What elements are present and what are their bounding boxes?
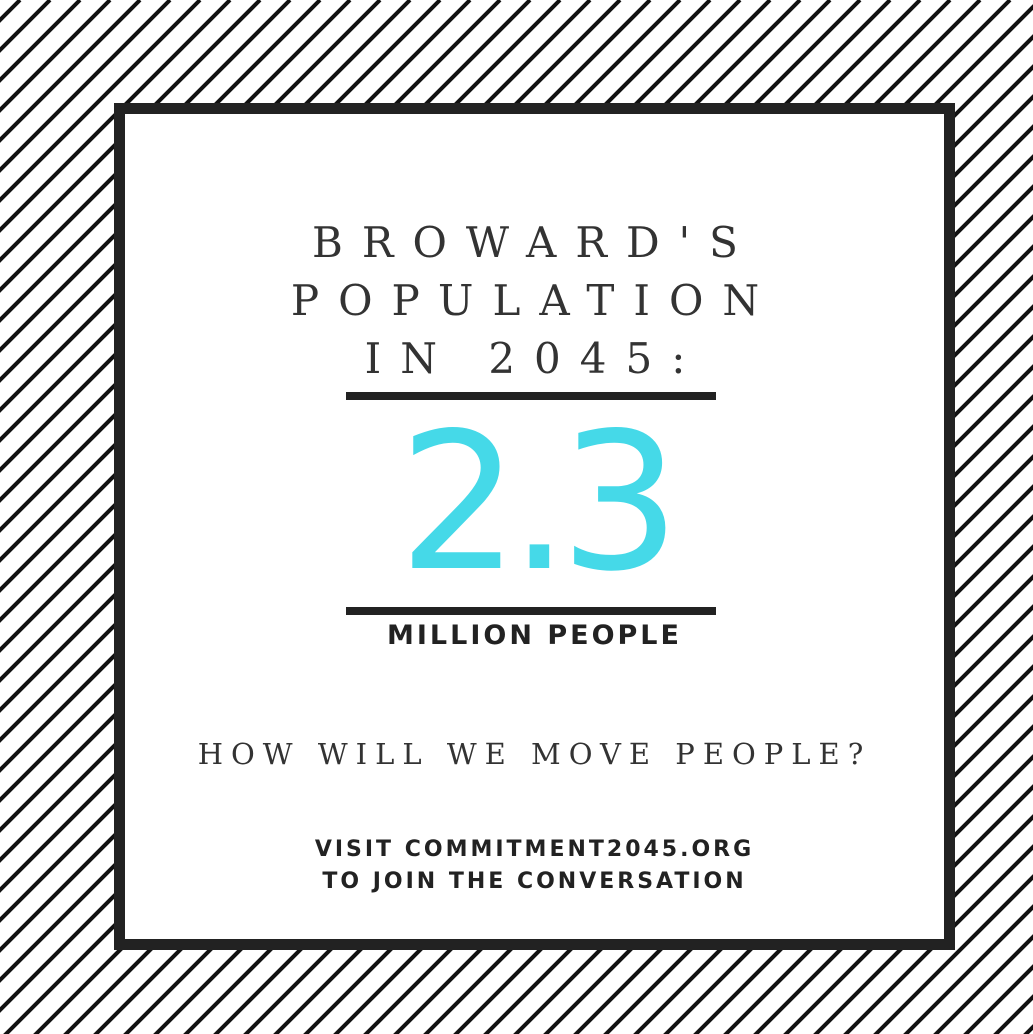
top-divider (346, 392, 716, 400)
headline-line-2: POPULATION (290, 276, 779, 325)
content-card: BROWARD'S POPULATION IN 2045: 2.3 MILLIO… (114, 103, 955, 950)
stripe-line (0, 0, 232, 233)
bottom-divider (346, 607, 716, 615)
headline-line-3: IN 2045: (364, 334, 705, 383)
stripe-line (843, 844, 1033, 1034)
stripe-line (813, 814, 1033, 1034)
population-figure: 2.3 (398, 392, 680, 613)
stripe-line (0, 0, 202, 203)
call-to-action-line-2: TO JOIN THE CONVERSATION (322, 869, 747, 894)
headline-line-1: BROWARD'S (312, 218, 757, 267)
stripe-line (0, 0, 262, 263)
call-to-action-line-1: VISIT COMMITMENT2045.ORG (314, 837, 755, 862)
stripe-line (963, 964, 1033, 1034)
stripe-line (873, 874, 1033, 1034)
question-text: HOW WILL WE MOVE PEOPLE? (197, 737, 872, 771)
population-unit: MILLION PEOPLE (387, 620, 682, 651)
